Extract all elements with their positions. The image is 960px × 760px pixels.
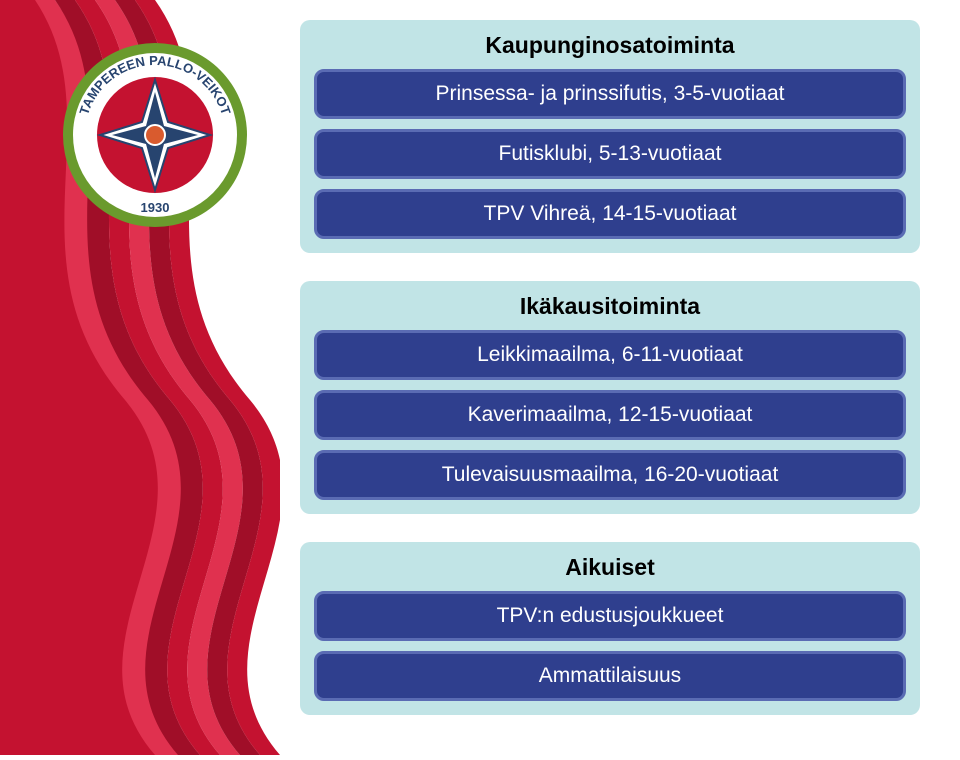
content-area: Kaupunginosatoiminta Prinsessa- ja prinss… [300,20,920,743]
panel-item: Futisklubi, 5-13-vuotiaat [314,129,906,179]
panel-0: Kaupunginosatoiminta Prinsessa- ja prinss… [300,20,920,253]
logo-svg: TAMPEREEN PALLO-VEIKOT 1930 [60,40,250,230]
panel-item: Tulevaisuusmaailma, 16-20-vuotiaat [314,450,906,500]
club-logo: TAMPEREEN PALLO-VEIKOT 1930 [60,40,250,235]
panel-item: TPV:n edustusjoukkueet [314,591,906,641]
panel-item: TPV Vihreä, 14-15-vuotiaat [314,189,906,239]
panel-item: Ammattilaisuus [314,651,906,701]
panel-title: Ikäkausitoiminta [314,293,906,320]
logo-year: 1930 [141,200,170,215]
panel-item: Prinsessa- ja prinssifutis, 3-5-vuotiaat [314,69,906,119]
panel-item: Kaverimaailma, 12-15-vuotiaat [314,390,906,440]
panel-1: Ikäkausitoiminta Leikkimaailma, 6-11-vuot… [300,281,920,514]
panel-item: Leikkimaailma, 6-11-vuotiaat [314,330,906,380]
panel-title: Aikuiset [314,554,906,581]
panel-title: Kaupunginosatoiminta [314,32,906,59]
panel-2: Aikuiset TPV:n edustusjoukkueet Ammattilai… [300,542,920,715]
